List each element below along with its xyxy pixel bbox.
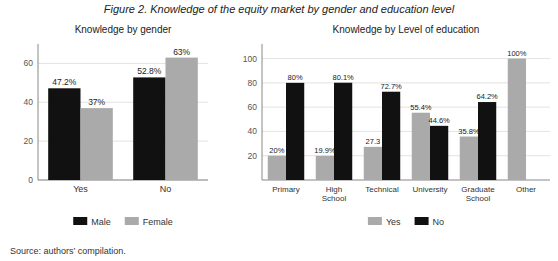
- data-label: 47.2%: [52, 77, 77, 87]
- x-tick-label: GraduateSchool: [461, 185, 495, 203]
- legend: Yes No: [368, 217, 444, 227]
- data-label: 19.9%: [314, 146, 336, 155]
- data-label: 52.8%: [137, 66, 162, 76]
- bar: [412, 113, 430, 180]
- legend-swatch: [415, 217, 429, 225]
- data-label: 100%: [507, 49, 527, 58]
- grid-line: [262, 82, 550, 83]
- y-tick-label: 60: [248, 102, 258, 112]
- x-tick-label: Other: [516, 185, 536, 194]
- data-label: 55.4%: [410, 103, 432, 112]
- y-tick-label: 0: [28, 175, 33, 185]
- x-tick-label: HighSchool: [322, 185, 347, 203]
- legend-item: No: [415, 217, 445, 227]
- annotation: Source: authors’ compilation.: [10, 246, 126, 256]
- bar: [364, 147, 382, 180]
- x-tick-label: Yes: [73, 184, 88, 194]
- x-tick-label-line: High: [326, 185, 342, 194]
- legend-label: Female: [143, 217, 173, 227]
- y-tick-label: 40: [24, 97, 34, 107]
- data-label: 72.7%: [380, 82, 402, 91]
- bar: [48, 88, 80, 180]
- data-label: 80.1%: [332, 73, 354, 82]
- x-tick-label: University: [412, 185, 447, 194]
- data-label: 20%: [269, 146, 284, 155]
- grid-line: [262, 107, 550, 108]
- data-labels: 20% 19.9% 27.3 55.4% 35.8% 100% 80% 80.1% 72.7% 4…: [269, 49, 526, 155]
- bar: [166, 58, 198, 180]
- data-label: 37%: [88, 97, 105, 107]
- chart-root: Figure 2. Knowledge of the equity market…: [0, 0, 558, 261]
- data-label: 63%: [173, 47, 190, 57]
- y-tick-label: 20: [24, 136, 34, 146]
- legend-label: Male: [91, 217, 111, 227]
- legend-swatch: [368, 217, 382, 225]
- data-label: 80%: [288, 73, 303, 82]
- chart-title: Knowledge by Level of education: [333, 24, 480, 35]
- bar: [316, 156, 334, 180]
- y-tick-label: 20: [248, 151, 258, 161]
- legend-swatch: [125, 217, 139, 225]
- legend-item: Female: [125, 217, 173, 227]
- bars: [48, 58, 198, 180]
- x-tick-label: Technical: [365, 185, 399, 194]
- y-tick-label: 80: [248, 78, 258, 88]
- grid-line: [262, 155, 550, 156]
- legend-label: No: [433, 217, 445, 227]
- x-tick-label-line: School: [466, 194, 491, 203]
- y-axis: [38, 44, 39, 180]
- bar: [508, 59, 526, 180]
- bars: [268, 59, 526, 180]
- chart-panel: Knowledge by gender 0 20 40 60 47.2% 52.8% 37% 6…: [24, 24, 208, 227]
- bar: [478, 102, 496, 180]
- chart-panel: Knowledge by Level of education 20 40 60 80 1…: [243, 24, 550, 227]
- x-tick-label: No: [160, 184, 172, 194]
- legend-swatch: [73, 217, 87, 225]
- legend-label: Yes: [386, 217, 401, 227]
- y-tick-label: 100: [243, 54, 257, 64]
- bar: [334, 83, 352, 180]
- legend: Male Female: [73, 217, 173, 227]
- legend-item: Male: [73, 217, 111, 227]
- bar: [81, 108, 113, 180]
- y-tick-label: 60: [24, 58, 34, 68]
- bar: [133, 77, 165, 180]
- data-label: 64.2%: [476, 92, 498, 101]
- bar: [460, 137, 478, 180]
- grid-line: [262, 58, 550, 59]
- figure-title: Figure 2. Knowledge of the equity market…: [104, 3, 455, 15]
- bar: [286, 83, 304, 180]
- data-labels: 47.2% 52.8% 37% 63%: [52, 47, 190, 108]
- x-tick-label-line: Graduate: [461, 185, 495, 194]
- x-axis: [262, 180, 550, 181]
- data-label: 44.6%: [428, 116, 450, 125]
- bar: [382, 92, 400, 180]
- legend-item: Yes: [368, 217, 401, 227]
- data-label: 35.8%: [458, 127, 480, 136]
- chart-title: Knowledge by gender: [75, 24, 172, 35]
- y-tick-label: 40: [248, 126, 258, 136]
- grid-line: [262, 131, 550, 132]
- data-label: 27.3: [366, 137, 381, 146]
- bar: [430, 126, 448, 180]
- x-tick-label: Primary: [272, 185, 300, 194]
- bar: [526, 180, 544, 181]
- y-axis: [262, 44, 263, 180]
- x-tick-label-line: School: [322, 194, 347, 203]
- bar: [268, 156, 286, 180]
